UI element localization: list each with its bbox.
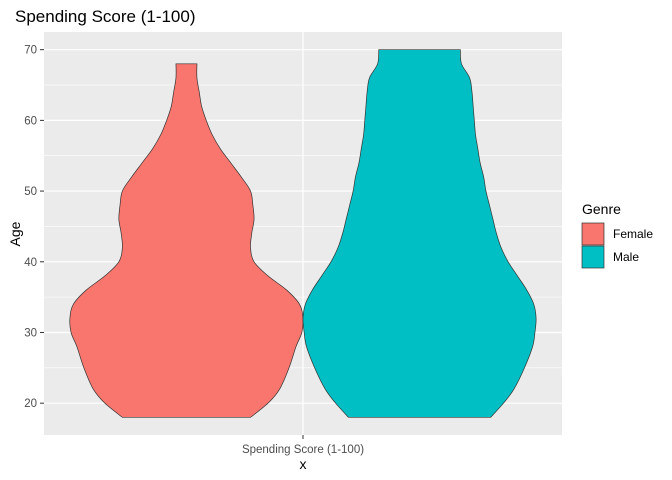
y-tick-label: 50: [24, 186, 37, 198]
legend-label-male: Male: [613, 250, 639, 264]
x-tick-label: Spending Score (1-100): [242, 444, 364, 456]
y-tick-label: 60: [24, 115, 37, 127]
x-axis-title: x: [300, 456, 307, 472]
y-tick-label: 70: [24, 45, 37, 57]
legend-key-female: [581, 222, 605, 246]
violin-male: [302, 49, 537, 418]
legend-key-male: [581, 245, 605, 269]
x-axis: Spending Score (1-100): [242, 435, 364, 456]
y-tick-label: 30: [24, 327, 37, 339]
y-tick-label: 40: [24, 257, 37, 269]
chart-title: Spending Score (1-100): [15, 7, 196, 26]
y-tick-label: 20: [24, 398, 37, 410]
y-axis: 20 30 40 50 60 70: [24, 45, 44, 410]
legend: Genre Female Male: [581, 201, 653, 269]
y-axis-title: Age: [7, 221, 23, 246]
violin-female: [69, 63, 304, 418]
violins: [69, 49, 537, 418]
legend-label-female: Female: [613, 227, 653, 241]
legend-title: Genre: [582, 201, 621, 217]
